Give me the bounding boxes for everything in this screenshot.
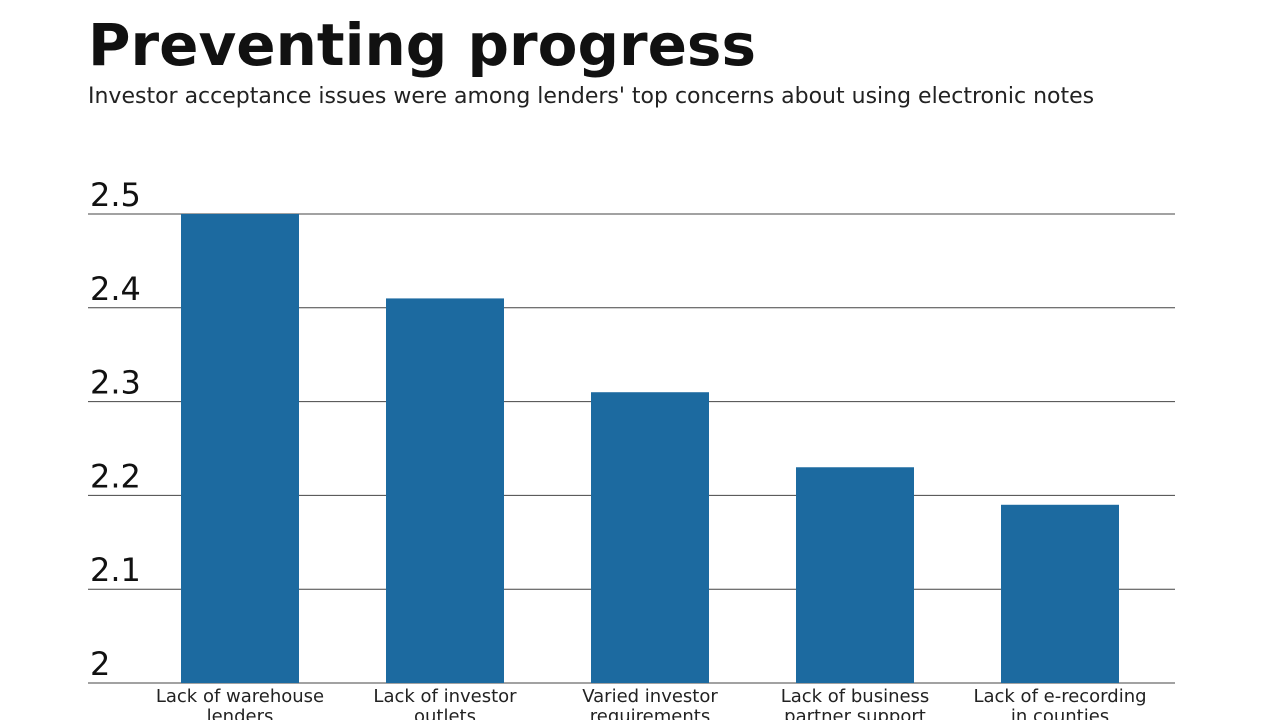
y-tick-label: 2.4 [90,270,141,308]
bar [386,298,504,683]
y-tick-label: 2.3 [90,364,141,402]
x-tick-label: Lack of business partner support [780,686,930,720]
x-tick-label: Lack of investor outlets [373,686,517,720]
x-tick-label: Lack of e-recording in counties [973,686,1147,720]
chart-title: Preventing progress [88,11,756,79]
bar [591,392,709,683]
y-tick-label: 2.1 [90,551,141,589]
bar [796,467,914,683]
bar [1001,504,1119,683]
chart-subtitle: Investor acceptance issues were among le… [88,84,1094,109]
y-tick-label: 2.5 [90,176,141,214]
bar [181,214,299,683]
y-tick-label: 2 [90,645,110,683]
x-tick-label: Varied investor requirements [582,686,718,720]
y-tick-label: 2.2 [90,457,141,495]
x-tick-label: Lack of warehouse lenders [155,686,325,720]
